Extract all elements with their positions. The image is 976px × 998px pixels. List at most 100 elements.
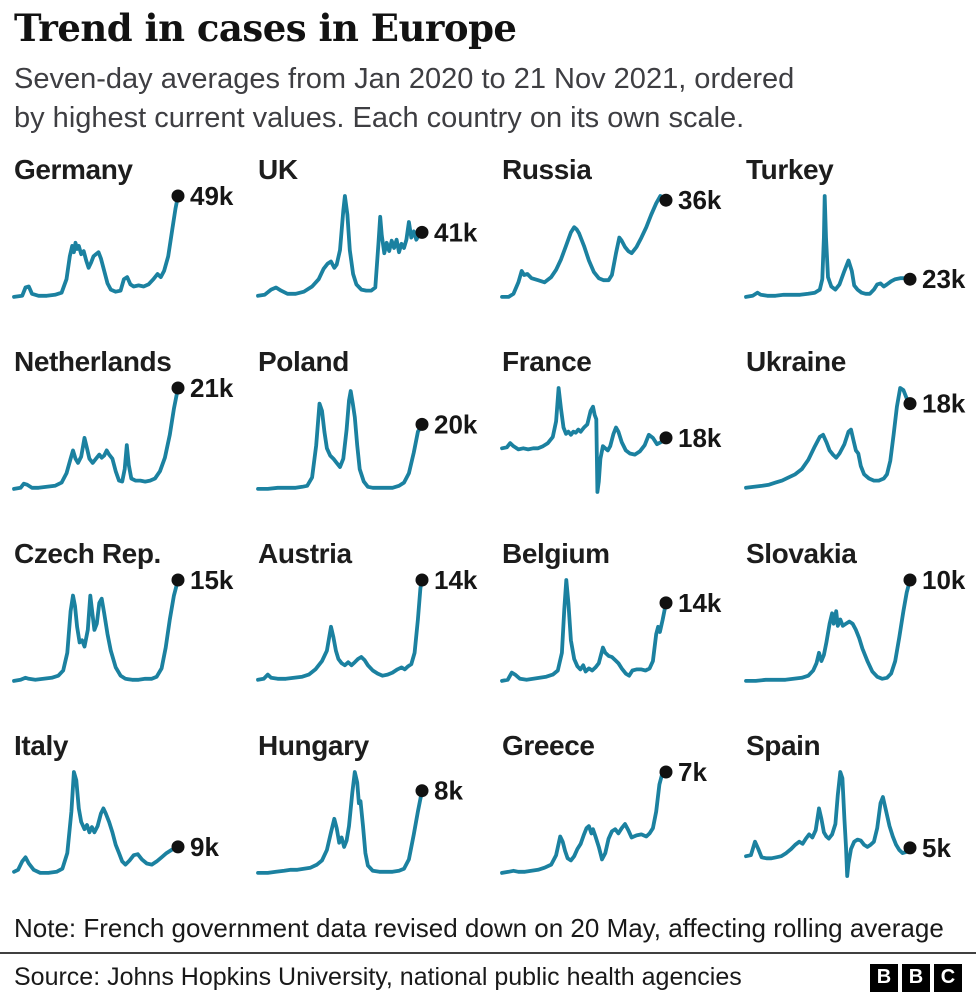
endpoint-dot: [903, 841, 917, 855]
country-label-italy: Italy: [14, 730, 69, 761]
country-label-poland: Poland: [258, 346, 349, 377]
trend-line: [12, 578, 180, 683]
country-label-hungary: Hungary: [258, 730, 369, 761]
trend-line: [12, 386, 180, 491]
sparkline-russia: 36k: [500, 185, 722, 299]
bbc-logo-block-b2: B: [902, 963, 930, 992]
chart-cell-turkey: Turkey 23k: [732, 154, 976, 306]
endpoint-dot: [659, 193, 673, 207]
sparkline-austria: 14k: [256, 565, 478, 682]
current-value-label: 5k: [922, 833, 951, 863]
footnote: Note: French government data revised dow…: [14, 913, 944, 943]
trend-line: [500, 578, 668, 683]
current-value-label: 18k: [922, 389, 966, 419]
endpoint-dot: [171, 573, 185, 587]
endpoint-dot: [171, 189, 185, 203]
current-value-label: 49k: [190, 181, 234, 211]
bbc-logo-block-b1: B: [870, 963, 898, 992]
sparkline-belgium: 14k: [500, 578, 722, 683]
endpoint-dot: [659, 765, 673, 779]
subtitle-line-2: by highest current values. Each country …: [14, 102, 745, 134]
endpoint-dot: [903, 573, 917, 587]
chart-cell-slovakia: Slovakia 10k: [732, 538, 976, 690]
sparkline-germany: 49k: [12, 181, 234, 299]
current-value-label: 23k: [922, 264, 966, 294]
country-label-greece: Greece: [502, 730, 595, 761]
trend-line: [744, 194, 912, 299]
current-value-label: 8k: [434, 776, 463, 806]
endpoint-dot: [903, 397, 917, 411]
chart-cell-uk: UK 41k: [244, 154, 488, 306]
sparkline-italy: 9k: [12, 770, 219, 875]
current-value-label: 21k: [190, 373, 234, 403]
country-label-russia: Russia: [502, 154, 592, 185]
chart-cell-belgium: Belgium 14k: [488, 538, 732, 690]
current-value-label: 7k: [678, 757, 707, 787]
chart-cell-spain: Spain 5k: [732, 730, 976, 882]
trend-line: [744, 770, 912, 878]
sparkline-greece: 7k: [500, 757, 707, 875]
chart-cell-czech-rep: Czech Rep. 15k: [0, 538, 244, 690]
sparkline-turkey: 23k: [744, 194, 966, 299]
endpoint-dot: [171, 840, 185, 854]
endpoint-dot: [903, 272, 917, 286]
country-label-netherlands: Netherlands: [14, 346, 172, 377]
chart-cell-netherlands: Netherlands 21k: [0, 346, 244, 498]
trend-line: [256, 389, 424, 491]
endpoint-dot: [415, 784, 429, 798]
current-value-label: 20k: [434, 409, 478, 439]
country-label-spain: Spain: [746, 730, 821, 761]
country-label-turkey: Turkey: [746, 154, 834, 185]
trend-line: [500, 770, 668, 875]
chart-cell-italy: Italy 9k: [0, 730, 244, 882]
sparkline-spain: 5k: [744, 770, 951, 878]
trend-line: [500, 194, 668, 299]
endpoint-dot: [415, 417, 429, 431]
trend-line: [256, 194, 424, 298]
country-label-belgium: Belgium: [502, 538, 610, 569]
endpoint-dot: [415, 225, 429, 239]
current-value-label: 14k: [678, 588, 722, 618]
sparkline-slovakia: 10k: [744, 565, 966, 683]
endpoint-dot: [171, 381, 185, 395]
source-row: Source: Johns Hopkins University, nation…: [0, 952, 976, 998]
trend-line: [744, 578, 912, 683]
country-label-uk: UK: [258, 154, 298, 185]
bbc-logo-block-c: C: [934, 963, 962, 992]
current-value-label: 10k: [922, 565, 966, 595]
current-value-label: 9k: [190, 832, 219, 862]
sparkline-ukraine: 18k: [744, 386, 966, 490]
sparkline-czech-rep: 15k: [12, 565, 234, 683]
country-label-slovakia: Slovakia: [746, 538, 857, 569]
current-value-label: 36k: [678, 185, 722, 215]
endpoint-dot: [415, 573, 429, 587]
subtitle-line-1: Seven-day averages from Jan 2020 to 21 N…: [14, 63, 795, 95]
country-label-france: France: [502, 346, 592, 377]
country-label-ukraine: Ukraine: [746, 346, 846, 377]
country-label-austria: Austria: [258, 538, 352, 569]
endpoint-dot: [659, 596, 673, 610]
sparkline-uk: 41k: [256, 194, 478, 298]
trend-line: [12, 770, 180, 875]
sparkline-hungary: 8k: [256, 770, 463, 875]
current-value-label: 14k: [434, 565, 478, 595]
trend-line: [500, 386, 668, 494]
trend-line: [12, 194, 180, 299]
country-label-germany: Germany: [14, 154, 133, 185]
chart-cell-austria: Austria 14k: [244, 538, 488, 690]
current-value-label: 18k: [678, 423, 722, 453]
source-text: Source: Johns Hopkins University, nation…: [14, 963, 742, 991]
sparkline-france: 18k: [500, 386, 722, 494]
bbc-logo: B B C: [870, 963, 962, 992]
small-multiples-grid: Germany 49k UK 41k Russia 36k Turkey 23k Netherl…: [0, 154, 976, 882]
chart-cell-poland: Poland 20k: [244, 346, 488, 498]
chart-cell-hungary: Hungary 8k: [244, 730, 488, 882]
chart-header: Trend in cases in Europe Seven-day avera…: [0, 0, 976, 138]
trend-line: [256, 770, 424, 875]
trend-line: [256, 578, 424, 682]
chart-subtitle: Seven-day averages from Jan 2020 to 21 N…: [14, 60, 962, 138]
chart-cell-germany: Germany 49k: [0, 154, 244, 306]
country-label-czech-rep: Czech Rep.: [14, 538, 161, 569]
chart-cell-ukraine: Ukraine 18k: [732, 346, 976, 498]
chart-cell-greece: Greece 7k: [488, 730, 732, 882]
